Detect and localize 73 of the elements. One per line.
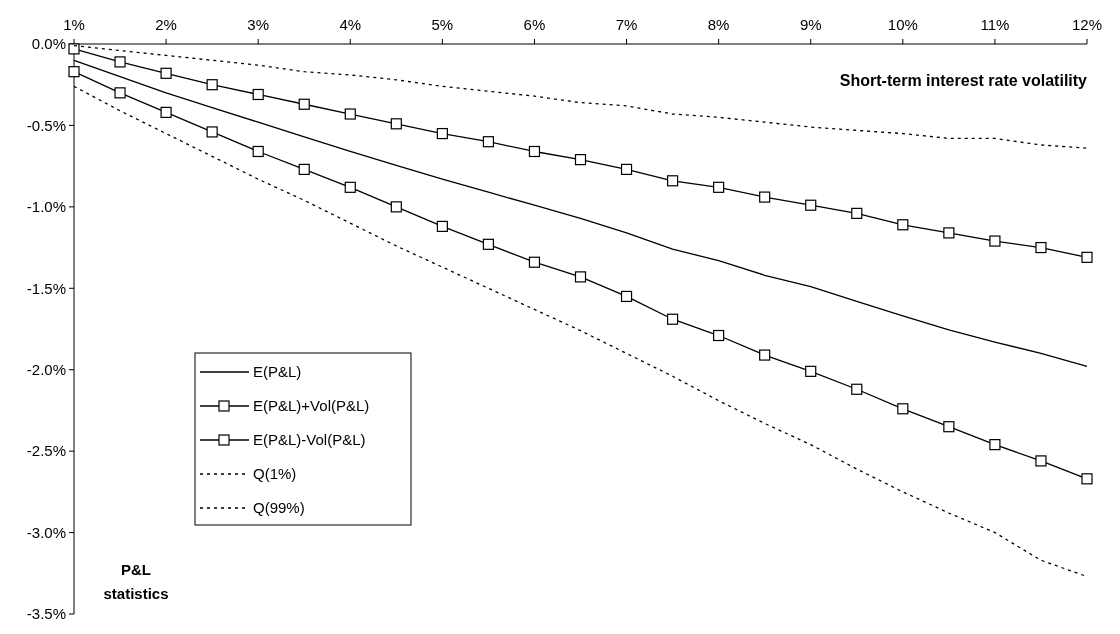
y-axis-title: P&L statistics — [103, 561, 169, 602]
x-axis-title: Short-term interest rate volatility — [839, 72, 1088, 89]
point — [298, 98, 310, 110]
x-tick-label: 4% — [339, 16, 362, 33]
point — [574, 271, 587, 283]
point — [759, 191, 771, 203]
point — [851, 207, 863, 219]
point — [160, 67, 172, 79]
x-tick-label: 5% — [431, 16, 454, 33]
point — [160, 106, 172, 118]
point — [897, 403, 909, 415]
y-tick-label: -2.5% — [26, 442, 66, 460]
legend-label: E(P&L) — [253, 363, 302, 381]
point — [1081, 473, 1093, 485]
x-tick-label: 11% — [980, 16, 1010, 33]
point — [436, 127, 448, 140]
point — [851, 383, 863, 395]
point — [1035, 241, 1047, 254]
point — [114, 56, 126, 68]
point — [68, 66, 80, 78]
x-tick-label: 9% — [799, 16, 822, 33]
point — [943, 227, 955, 239]
point — [390, 118, 402, 130]
x-tick-label: 2% — [155, 16, 177, 33]
point — [528, 145, 541, 158]
point — [252, 145, 264, 158]
x-tick-label: 6% — [523, 16, 546, 33]
y-tick-label: -0.5% — [26, 116, 66, 134]
point — [989, 439, 1001, 451]
point — [805, 199, 817, 211]
point — [436, 220, 448, 232]
point — [713, 329, 725, 342]
point — [528, 256, 541, 268]
legend-label: Q(1%) — [253, 465, 297, 483]
point — [298, 163, 310, 175]
y-tick-label: -1.5% — [26, 279, 66, 297]
point — [390, 201, 402, 213]
x-tick-label: 1% — [63, 16, 85, 33]
y-tick-label: -2.0% — [26, 360, 66, 378]
point — [206, 126, 218, 138]
point — [344, 108, 356, 120]
point — [252, 88, 264, 101]
x-tick-label: 7% — [615, 16, 638, 33]
point — [759, 349, 771, 361]
point — [344, 181, 356, 193]
point — [805, 365, 817, 377]
x-tick-label: 3% — [247, 16, 270, 33]
point — [713, 181, 725, 193]
point — [482, 238, 495, 250]
point — [206, 79, 218, 91]
legend-label: Q(99%) — [253, 499, 305, 517]
point — [666, 313, 679, 325]
point — [666, 175, 679, 187]
point — [620, 163, 633, 175]
y-tick-label: -3.0% — [26, 523, 66, 541]
point — [114, 87, 126, 99]
x-tick-label: 8% — [707, 16, 730, 33]
point — [1081, 251, 1093, 263]
y-tick-label: 0.0% — [31, 35, 66, 53]
point — [482, 136, 495, 148]
point — [574, 154, 587, 166]
x-tick-label: 12% — [1071, 16, 1103, 33]
legend-label: E(P&L)-Vol(P&L) — [253, 431, 366, 449]
point — [68, 43, 80, 55]
point — [897, 219, 909, 231]
point — [1035, 455, 1047, 467]
legend-label: E(P&L)+Vol(P&L) — [253, 397, 370, 415]
point — [620, 290, 633, 303]
x-tick-label: 10% — [887, 16, 918, 33]
y-tick-label: -3.5% — [26, 605, 66, 623]
y-tick-label: -1.0% — [26, 198, 66, 216]
point — [943, 421, 955, 433]
point — [989, 235, 1001, 247]
